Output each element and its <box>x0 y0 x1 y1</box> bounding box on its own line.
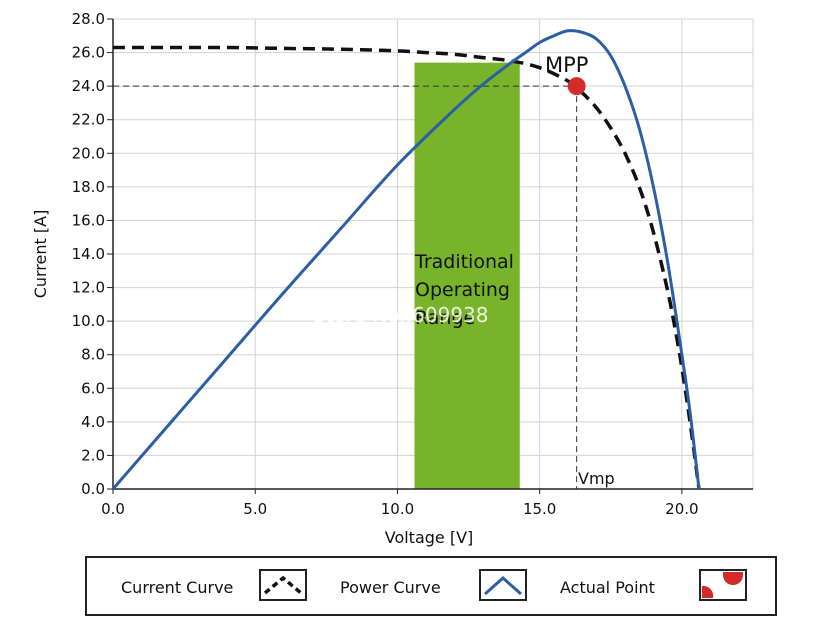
y-tick-label-13: 26.0 <box>72 44 105 62</box>
x-tick-label-4: 20.0 <box>665 500 698 518</box>
y-tick-label-11: 22.0 <box>72 111 105 129</box>
series-lines <box>111 29 701 490</box>
legend-box <box>85 556 777 616</box>
y-tick-label-7: 14.0 <box>72 245 105 263</box>
y-tick-label-14: 28.0 <box>72 10 105 28</box>
x-tick-label-2: 10.0 <box>381 500 414 518</box>
x-tick-labels: 0.0 5.0 10.0 15.0 20.0 <box>101 500 699 518</box>
legend-label-power: Power Curve <box>340 578 441 597</box>
current-curve-line <box>112 45 701 490</box>
y-tick-label-6: 12.0 <box>72 279 105 297</box>
x-tick-label-1: 5.0 <box>243 500 267 518</box>
y-tick-label-9: 18.0 <box>72 178 105 196</box>
band-label-line-1: Traditional <box>414 251 514 273</box>
legend: Current Curve Power Curve Actual Point <box>85 556 777 616</box>
red-dot-icon <box>699 569 747 601</box>
mpp-label: MPP <box>545 53 588 77</box>
band-label-line-3: Range <box>415 307 475 329</box>
operating-range-band <box>414 62 520 490</box>
y-tick-label-1: 2.0 <box>81 446 105 464</box>
band-label-line-2: Operating <box>415 279 510 301</box>
power-curve-line <box>111 29 701 490</box>
mpp-reference-lines <box>113 85 578 489</box>
axes <box>107 18 753 494</box>
vmp-label: Vmp <box>578 469 615 488</box>
y-tick-label-8: 16.0 <box>72 211 105 229</box>
x-tick-label-3: 15.0 <box>523 500 556 518</box>
y-axis-title: Current [A] <box>31 210 50 299</box>
x-axis-title: Voltage [V] <box>385 528 474 547</box>
y-tick-label-0: 0.0 <box>81 480 105 498</box>
watermark: Store No.:609938 <box>313 303 489 327</box>
y-tick-labels: 0.0 2.0 4.0 6.0 8.0 10.0 12.0 14.0 16.0 18.0 20.0 2… <box>72 10 105 498</box>
x-tick-label-0: 0.0 <box>101 500 125 518</box>
legend-label-current: Current Curve <box>121 578 233 597</box>
y-tick-label-2: 4.0 <box>81 413 105 431</box>
legend-label-actual: Actual Point <box>560 578 655 597</box>
y-tick-label-4: 8.0 <box>81 346 105 364</box>
mpp-point <box>567 77 586 96</box>
solid-arch-icon <box>479 569 527 601</box>
mpp-point-group <box>567 77 586 96</box>
dashed-arch-icon <box>259 569 307 601</box>
operating-range-band-group <box>414 62 520 490</box>
y-tick-label-12: 24.0 <box>72 77 105 95</box>
y-tick-label-10: 20.0 <box>72 144 105 162</box>
y-tick-label-5: 10.0 <box>72 312 105 330</box>
y-tick-label-3: 6.0 <box>81 379 105 397</box>
